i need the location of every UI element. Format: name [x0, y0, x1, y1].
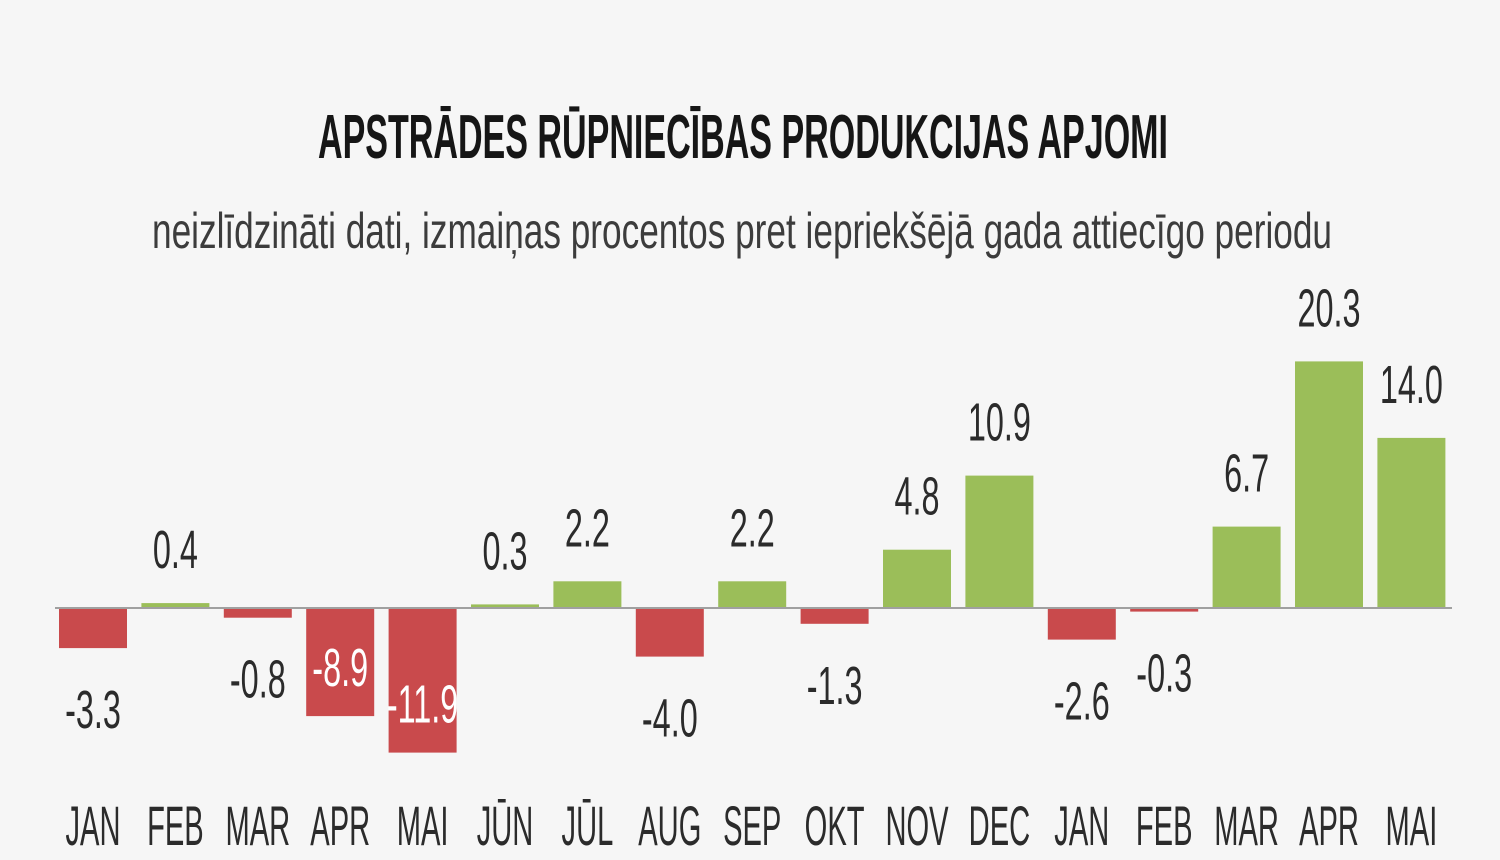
category-label: MAI [1386, 796, 1438, 857]
bar [306, 608, 375, 717]
category-label: JAN [1054, 796, 1109, 857]
bar [1047, 608, 1116, 640]
value-label: -3.3 [65, 681, 121, 740]
bar [388, 608, 457, 753]
value-label: 6.7 [1224, 444, 1269, 503]
value-label: -4.0 [642, 689, 698, 748]
bar [553, 581, 622, 608]
value-label: 20.3 [1297, 279, 1360, 338]
category-label: NOV [885, 796, 948, 857]
category-label: DEC [969, 796, 1030, 857]
value-label: 10.9 [968, 393, 1031, 452]
value-label: 0.4 [153, 521, 198, 580]
bar [1212, 526, 1281, 608]
value-labels-group: -3.3 0.4 -0.8 -8.9 -11.9 0.3 2.2 -4.0 2.2 -1.3 4.8… [65, 279, 1443, 749]
category-label: JAN [65, 796, 120, 857]
category-label: OKT [805, 796, 865, 857]
bar [718, 581, 787, 608]
bar [965, 475, 1034, 608]
value-label: 4.8 [894, 467, 939, 526]
bar [800, 608, 869, 624]
value-label: -11.9 [387, 675, 458, 734]
category-label: MAI [397, 796, 449, 857]
value-label: 0.3 [482, 522, 527, 581]
category-label: AUG [638, 796, 701, 857]
category-label: JŪN [477, 796, 534, 857]
category-label: MAR [225, 796, 290, 857]
bar [635, 608, 704, 657]
bar [1377, 437, 1446, 608]
value-label: 2.2 [730, 499, 775, 558]
value-label: -2.6 [1054, 672, 1110, 731]
value-label: 2.2 [565, 499, 610, 558]
category-label: APR [310, 796, 370, 857]
category-label: MAR [1214, 796, 1279, 857]
value-label: 14.0 [1380, 356, 1443, 415]
bar [1295, 361, 1363, 608]
bar [883, 549, 951, 608]
bar [141, 603, 210, 608]
value-label: -8.9 [312, 639, 368, 698]
category-label: SEP [723, 796, 781, 857]
bar [471, 604, 539, 608]
bars-group [59, 361, 1446, 753]
category-label: JŪL [562, 796, 614, 857]
category-label: FEB [1136, 796, 1193, 857]
value-label: -1.3 [807, 657, 863, 716]
bar [59, 608, 127, 649]
category-label: APR [1299, 796, 1359, 857]
value-label: -0.8 [230, 650, 286, 709]
category-axis: JAN FEB MAR APR MAI JŪN JŪL AUG SEP OKT NOV DEC JAN F… [65, 796, 1437, 857]
bar [1130, 608, 1199, 612]
value-label: -0.3 [1136, 644, 1192, 703]
bar [223, 608, 292, 618]
chart-title: APSTRĀDES RŪPNIECĪBAS PRODUKCIJAS APJOMI [318, 103, 1168, 172]
chart-subtitle: neizlīdzināti dati, izmaiņas procentos p… [152, 203, 1332, 259]
category-label: FEB [147, 796, 204, 857]
